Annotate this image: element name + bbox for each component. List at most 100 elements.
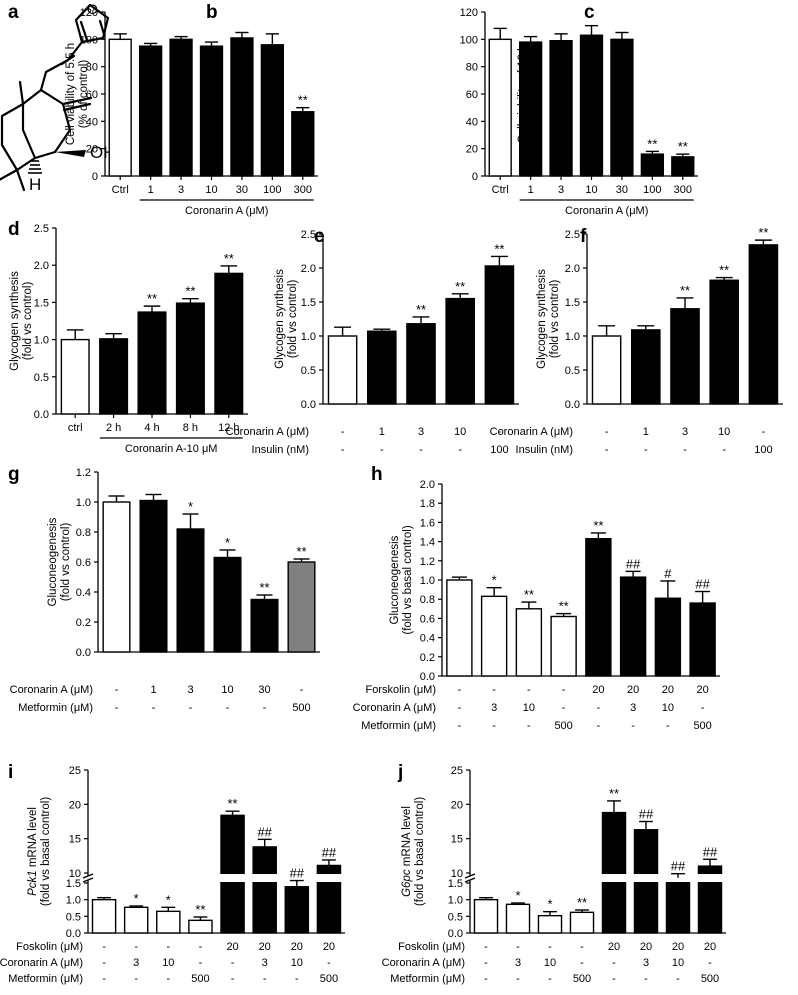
condition-value: 10 xyxy=(544,957,556,969)
bar xyxy=(214,272,244,415)
significance-mark: ## xyxy=(626,556,641,571)
significance-mark: ** xyxy=(259,580,269,595)
bar xyxy=(260,44,285,177)
condition-value: 20 xyxy=(323,941,335,953)
significance-mark: ** xyxy=(298,93,308,108)
y-axis-label-rest: mRNA level xyxy=(27,807,39,870)
y-tick-label: 2.5 xyxy=(34,223,49,235)
condition-value: - xyxy=(498,426,502,438)
y-axis-label: Gluconeogenesis xyxy=(47,517,59,606)
condition-value: 20 xyxy=(627,684,639,696)
y-axis-label: (fold vs control) xyxy=(287,280,299,359)
condition-value: - xyxy=(666,720,670,732)
condition-value: 3 xyxy=(491,702,497,714)
condition-row-label: Metformin (μM) xyxy=(8,973,83,985)
condition-value: - xyxy=(458,684,462,696)
x-tick-label: 100 xyxy=(643,184,661,196)
condition-value: 100 xyxy=(754,444,772,456)
bar xyxy=(488,38,512,177)
y-tick-label: 60 xyxy=(466,89,478,101)
condition-value: 1 xyxy=(643,426,649,438)
condition-value: - xyxy=(722,444,726,456)
y-tick-label: 2.0 xyxy=(34,260,49,272)
bar-break-gap xyxy=(665,874,691,882)
condition-value: - xyxy=(102,941,106,953)
bar-break-gap xyxy=(697,874,723,882)
condition-value: - xyxy=(548,973,552,985)
condition-value: 100 xyxy=(490,444,508,456)
y-tick-label: 1.5 xyxy=(565,297,580,309)
x-tick-label: Ctrl xyxy=(112,184,129,196)
significance-mark: ## xyxy=(703,844,718,859)
condition-value: - xyxy=(562,684,566,696)
bar-break-gap xyxy=(633,874,659,882)
y-tick-label: 40 xyxy=(466,116,478,128)
y-tick-label: 1.5 xyxy=(34,297,49,309)
x-tick-label: 10 xyxy=(585,184,597,196)
y-axis-label: Glycogen synthesis xyxy=(9,271,21,371)
bar xyxy=(156,910,181,934)
significance-mark: * xyxy=(515,888,520,903)
bar xyxy=(139,499,168,653)
bar xyxy=(550,615,577,677)
y-tick-label: 100 xyxy=(460,34,478,46)
y-tick-label: 1.2 xyxy=(420,556,435,568)
condition-value: - xyxy=(231,957,235,969)
significance-mark: ** xyxy=(195,902,205,917)
y-tick-label: 0.0 xyxy=(66,928,81,940)
y-tick-label: 0.5 xyxy=(34,372,49,384)
hydrogen-label: H xyxy=(29,175,41,194)
condition-value: - xyxy=(597,702,601,714)
condition-value: 500 xyxy=(320,973,338,985)
y-axis-label: (fold vs control) xyxy=(549,280,561,359)
condition-value: - xyxy=(419,444,423,456)
significance-mark: ** xyxy=(224,251,234,266)
y-tick-label: 0.5 xyxy=(565,365,580,377)
y-tick-label: 1.0 xyxy=(420,575,435,587)
bar xyxy=(518,41,543,177)
y-tick-label: 0.0 xyxy=(301,399,316,411)
condition-row-label: Insulin (nM) xyxy=(252,444,309,456)
condition-row-label: Coronarin A (μM) xyxy=(0,957,83,969)
y-tick-label: 2.5 xyxy=(565,229,580,241)
condition-value: - xyxy=(134,973,138,985)
condition-value: 10 xyxy=(221,684,233,696)
condition-value: 500 xyxy=(573,973,591,985)
y-tick-label: 0 xyxy=(92,171,98,183)
y-tick-label: 1.0 xyxy=(565,331,580,343)
x-tick-label: 300 xyxy=(674,184,692,196)
bar xyxy=(445,297,476,405)
y-tick-label: 1.0 xyxy=(301,331,316,343)
condition-value: 20 xyxy=(640,941,652,953)
condition-value: 1 xyxy=(379,426,385,438)
y-tick-label: 0.5 xyxy=(301,365,316,377)
condition-value: - xyxy=(605,426,609,438)
condition-value: - xyxy=(189,702,193,714)
bar xyxy=(213,556,242,653)
significance-mark: ** xyxy=(680,283,690,298)
bar xyxy=(569,911,595,934)
y-tick-label: 25 xyxy=(451,765,463,777)
condition-value: - xyxy=(231,973,235,985)
x-tick-label: Ctrl xyxy=(492,184,509,196)
bar-break-gap xyxy=(284,874,310,882)
condition-value: - xyxy=(166,973,170,985)
condition-value: - xyxy=(458,444,462,456)
condition-value: 10 xyxy=(523,702,535,714)
bar xyxy=(640,153,665,177)
bar xyxy=(138,45,163,177)
condition-value: 20 xyxy=(662,684,674,696)
bar xyxy=(619,576,647,677)
y-tick-label: 0.8 xyxy=(76,527,91,539)
condition-value: - xyxy=(152,702,156,714)
y-axis-label: (fold vs basal control) xyxy=(402,525,414,634)
chart-panel-e: e 0.0 0.5 1.0 1.5 2.0 2.5 Glycogen synthesis (fo… xyxy=(226,226,519,456)
bar xyxy=(137,311,167,415)
condition-value: - xyxy=(458,720,462,732)
condition-value: 3 xyxy=(133,957,139,969)
bar xyxy=(446,579,473,677)
significance-mark: ## xyxy=(322,845,337,860)
condition-value: 20 xyxy=(592,684,604,696)
